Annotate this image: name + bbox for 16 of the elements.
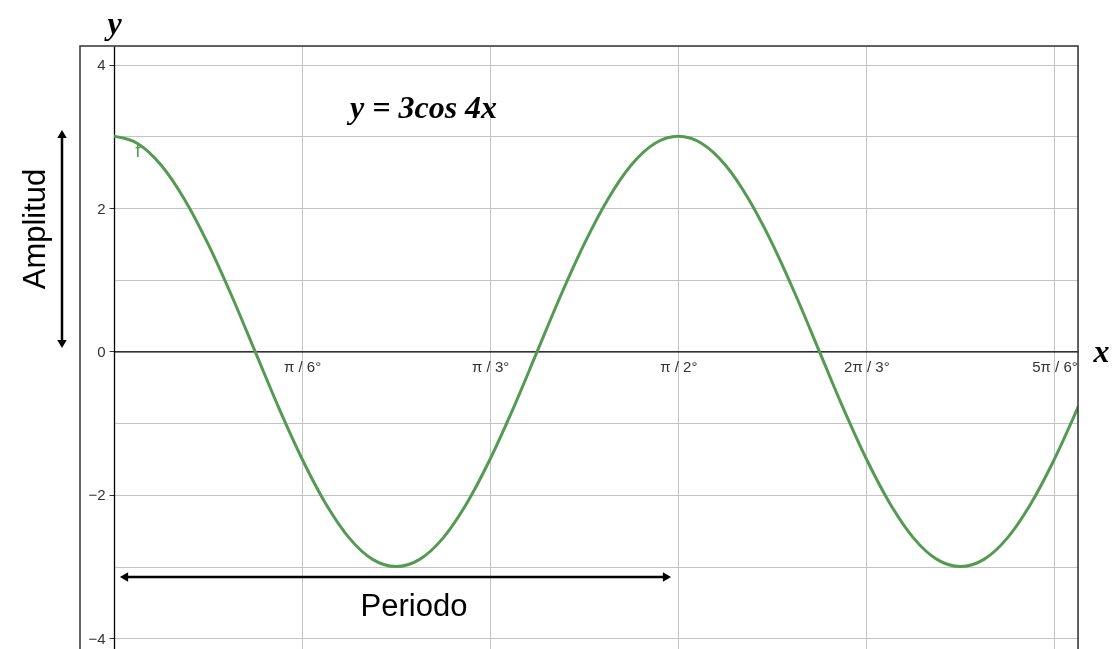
- text: y = 3cos 4x: [346, 89, 498, 125]
- annotation: Periodo: [360, 588, 468, 623]
- x-axis-title: x: [1092, 332, 1110, 369]
- y-tick-label: 4: [97, 56, 106, 74]
- y-tick-label: 2: [97, 199, 106, 217]
- x-tick-label: 2π / 3°: [844, 357, 890, 375]
- text: Amplitud: [17, 168, 52, 290]
- x-tick-label: π / 2°: [660, 357, 698, 375]
- line-series: [114, 134, 1078, 569]
- y-axis-title: y: [103, 4, 123, 41]
- x-tick-label: 5π / 6°: [1032, 357, 1078, 375]
- y-tick-label: −2: [88, 486, 106, 504]
- x-tick-label: π / 3°: [472, 357, 510, 375]
- y-tick-label: 0: [97, 342, 106, 360]
- x-tick-label: π / 6°: [284, 357, 322, 375]
- y-tick-label: −4: [88, 629, 106, 647]
